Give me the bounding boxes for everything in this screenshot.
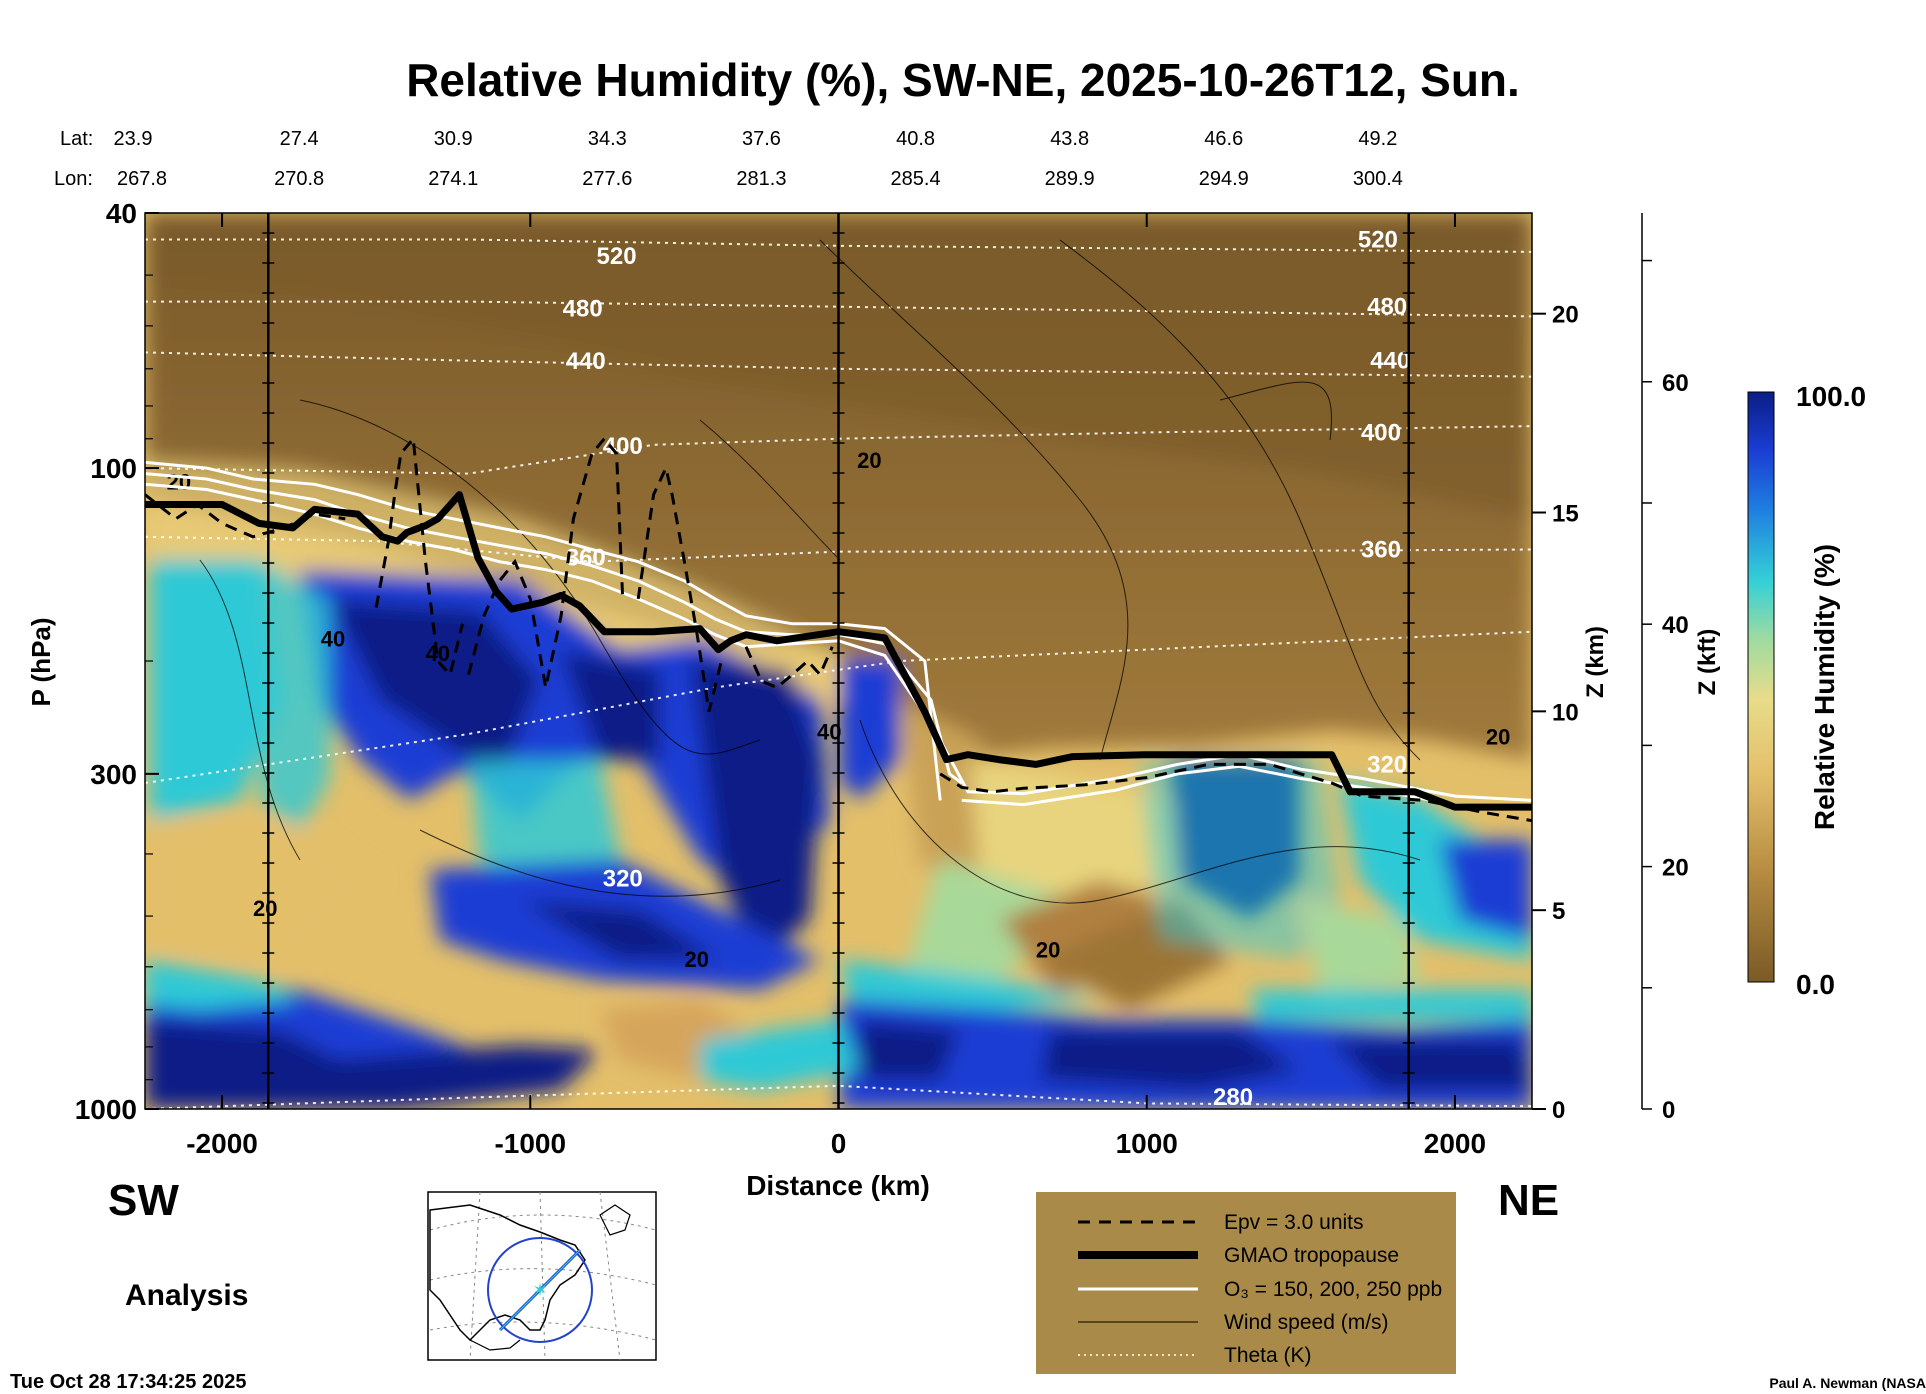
z-km-tick-label-2: 10 <box>1552 699 1579 726</box>
theta-label-right-5: 320 <box>1367 751 1407 778</box>
lon-value-5: 285.4 <box>891 168 941 190</box>
y-axis-label: P (hPa) <box>26 617 56 706</box>
z-kft-axis-label: Z (kft) <box>1694 629 1721 696</box>
wind-label-6: 40 <box>321 627 345 652</box>
lat-value-4: 37.6 <box>742 128 781 150</box>
p-tick-label-3: 1000 <box>75 1094 137 1125</box>
lat-value-7: 46.6 <box>1204 128 1243 150</box>
lat-label: Lat: <box>60 128 93 150</box>
z-km-tick-label-1: 5 <box>1552 898 1565 925</box>
epv-contour-3 <box>636 463 723 713</box>
x-tick-label-3: 1000 <box>1116 1128 1178 1159</box>
z-kft-tick-label-1: 20 <box>1662 855 1689 882</box>
x-tick-label-2: 0 <box>831 1128 847 1159</box>
lat-value-3: 34.3 <box>588 128 627 150</box>
lon-label: Lon: <box>54 168 93 190</box>
lon-value-4: 281.3 <box>736 168 786 190</box>
x-axis-label: Distance (km) <box>746 1170 930 1201</box>
theta-contour-440 <box>145 351 1532 378</box>
theta-label-440: 440 <box>566 348 606 375</box>
wind-contour-7 <box>699 419 841 561</box>
theta-contour-360 <box>145 535 1532 563</box>
colorbar: 100.0 0.0 Relative Humidity (%) <box>1747 381 1866 1000</box>
lat-value-8: 49.2 <box>1358 128 1397 150</box>
theta-label-right-0: 520 <box>1358 227 1398 254</box>
wind-label-4: 20 <box>1036 937 1060 962</box>
z-km-tick-label-4: 20 <box>1552 302 1579 329</box>
z-kft-tick-label-0: 0 <box>1662 1097 1675 1124</box>
legend-item-tropopause: GMAO tropopause <box>1224 1244 1399 1267</box>
lat-value-0: 23.9 <box>114 128 153 150</box>
wind-contour-6 <box>419 829 781 897</box>
x-tick-label-0: -2000 <box>186 1128 258 1159</box>
lat-value-2: 30.9 <box>434 128 473 150</box>
theta-label-480: 480 <box>563 295 603 322</box>
wind-contour-1 <box>819 239 1129 761</box>
lat-value-6: 43.8 <box>1050 128 1089 150</box>
x-tick-label-4: 2000 <box>1424 1128 1486 1159</box>
colorbar-min-label: 0.0 <box>1796 969 1835 1000</box>
lon-value-1: 270.8 <box>274 168 324 190</box>
wind-label-5: 20 <box>1486 725 1510 750</box>
wind-contour-5 <box>1219 381 1332 441</box>
legend-item-ozone: O₃ = 150, 200, 250 ppb <box>1224 1278 1442 1301</box>
lon-value-7: 294.9 <box>1199 168 1249 190</box>
wind-contour-3 <box>199 559 301 861</box>
x-tick-label-1: -1000 <box>494 1128 566 1159</box>
theta-contour-320 <box>145 630 1532 784</box>
lon-value-6: 289.9 <box>1045 168 1095 190</box>
lat-lon-header: Lat: Lon: 23.9 27.4 30.9 34.3 37.6 40.8 43.8 46… <box>54 128 1403 190</box>
locator-map: ✶ <box>427 1191 657 1361</box>
tropopause-line <box>145 491 1532 811</box>
lat-value-5: 40.8 <box>896 128 935 150</box>
theta-label-right-4: 360 <box>1361 537 1401 564</box>
colorbar-max-label: 100.0 <box>1796 381 1866 412</box>
direction-sw: SW <box>108 1176 179 1225</box>
center-star-icon: ✶ <box>532 1280 547 1300</box>
ozone-contour-1 <box>145 472 963 785</box>
wind-contour-2 <box>1059 239 1421 761</box>
epv-contour-2 <box>467 436 625 688</box>
legend: Epv = 3.0 units GMAO tropopause O₃ = 150… <box>1036 1192 1456 1374</box>
theta-label-280: 280 <box>1213 1084 1253 1111</box>
footer-credit: Paul A. Newman (NASA <box>1769 1375 1926 1391</box>
lon-value-8: 300.4 <box>1353 168 1403 190</box>
p-tick-label-2: 300 <box>90 759 137 790</box>
theta-label-520: 520 <box>597 243 637 270</box>
p-tick-label-1: 100 <box>90 453 137 484</box>
wind-label-1: 20 <box>857 448 881 473</box>
lon-value-3: 277.6 <box>582 168 632 190</box>
z-km-tick-label-0: 0 <box>1552 1097 1565 1124</box>
legend-item-wind: Wind speed (m/s) <box>1224 1311 1389 1334</box>
theta-contour-480 <box>145 300 1532 318</box>
footer-timestamp: Tue Oct 28 17:34:25 2025 <box>10 1371 246 1393</box>
legend-item-epv: Epv = 3.0 units <box>1224 1211 1364 1234</box>
lat-value-1: 27.4 <box>280 128 319 150</box>
wind-label-0: 20 <box>167 469 191 494</box>
legend-item-theta: Theta (K) <box>1224 1344 1312 1367</box>
z-kft-tick-label-3: 60 <box>1662 370 1689 397</box>
analysis-label: Analysis <box>125 1279 248 1312</box>
theta-label-right-1: 480 <box>1367 294 1407 321</box>
p-tick-label-0: 40 <box>106 198 137 229</box>
theta-label-right-2: 440 <box>1370 348 1410 375</box>
colorbar-title: Relative Humidity (%) <box>1809 544 1840 830</box>
chart-title: Relative Humidity (%), SW-NE, 2025-10-26… <box>406 54 1520 106</box>
epv-contour-5 <box>939 762 1532 823</box>
lon-value-0: 267.8 <box>117 168 167 190</box>
theta-contour-520 <box>145 238 1532 253</box>
wind-label-3: 20 <box>684 947 708 972</box>
direction-ne: NE <box>1498 1176 1559 1225</box>
epv-contour-1 <box>374 434 464 678</box>
z-km-axis-label: Z (km) <box>1582 626 1609 698</box>
wind-label-2: 20 <box>253 896 277 921</box>
lon-value-2: 274.1 <box>428 168 478 190</box>
z-kft-tick-label-2: 40 <box>1662 612 1689 639</box>
colorbar-ramp <box>1747 391 1775 983</box>
z-km-tick-label-3: 15 <box>1552 501 1579 528</box>
theta-label-320: 320 <box>603 866 643 893</box>
wind-contour-4 <box>859 719 1421 904</box>
theta-label-right-3: 400 <box>1361 419 1401 446</box>
